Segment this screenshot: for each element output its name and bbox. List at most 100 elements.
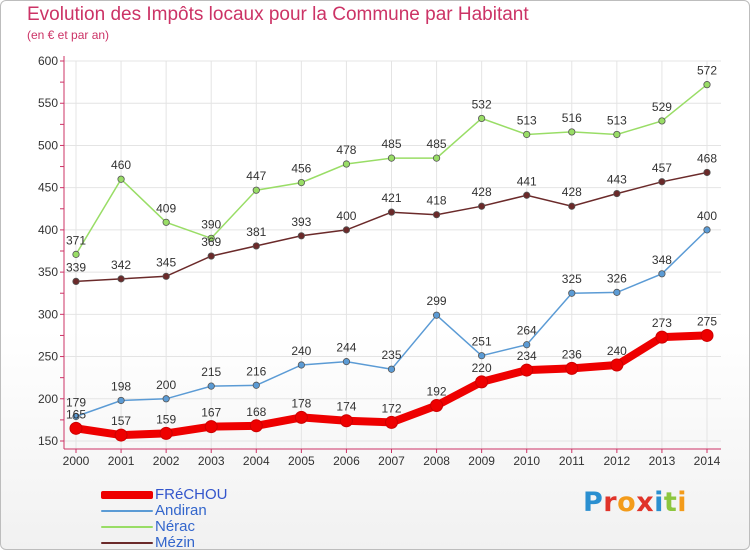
data-label-frechou: 159 — [156, 412, 176, 426]
data-label-nerac: 478 — [336, 143, 356, 157]
data-label-mezin: 468 — [697, 151, 717, 165]
data-label-mezin: 418 — [427, 194, 447, 208]
data-point-nerac — [297, 179, 305, 187]
series-mezin — [72, 168, 711, 285]
y-tick-label: 450 — [38, 181, 58, 195]
legend-label: Nérac — [155, 518, 196, 535]
x-tick-label: 2011 — [559, 454, 585, 468]
data-label-frechou: 234 — [517, 349, 537, 363]
y-tick-label: 500 — [38, 138, 58, 152]
data-label-nerac: 447 — [246, 169, 266, 183]
data-point-andiran — [252, 381, 260, 389]
data-labels: 179 198 200 215 216 240 244 235 299 251 264 325 326 3… — [66, 64, 717, 428]
x-tick-label: 2003 — [198, 454, 225, 468]
data-label-nerac: 371 — [66, 233, 86, 247]
data-point-mezin — [432, 211, 441, 219]
x-tick-label: 2002 — [153, 454, 180, 468]
data-point-mezin — [162, 272, 170, 280]
legend-swatch — [101, 491, 153, 499]
data-point-nerac — [207, 234, 215, 242]
data-point-andiran — [342, 358, 351, 366]
data-label-nerac: 456 — [291, 162, 311, 176]
data-label-mezin: 428 — [472, 185, 492, 199]
data-point-mezin — [117, 275, 125, 283]
data-point-mezin — [387, 208, 396, 216]
data-label-mezin: 339 — [66, 260, 86, 274]
data-point-nerac — [703, 81, 711, 89]
data-label-andiran: 235 — [381, 348, 401, 362]
data-label-frechou: 172 — [381, 401, 401, 415]
proxiti-logo: Proxiti — [583, 487, 688, 518]
data-label-andiran: 264 — [517, 324, 537, 338]
y-tick-label: 350 — [38, 265, 58, 279]
data-label-mezin: 345 — [156, 255, 176, 269]
data-label-nerac: 513 — [517, 113, 537, 127]
data-label-andiran: 198 — [111, 379, 131, 393]
y-tick-label: 200 — [38, 392, 58, 406]
data-point-andiran — [297, 361, 305, 369]
data-label-andiran: 326 — [607, 271, 627, 285]
data-point-andiran — [207, 382, 215, 390]
data-point-mezin — [703, 168, 711, 177]
data-label-frechou: 240 — [607, 344, 627, 358]
data-point-frechou — [69, 421, 83, 435]
data-point-frechou — [114, 428, 128, 442]
x-tick-label: 2004 — [243, 454, 270, 468]
data-label-nerac: 485 — [381, 137, 401, 151]
data-point-andiran — [162, 395, 170, 403]
data-label-andiran: 179 — [66, 396, 86, 410]
data-point-mezin — [72, 277, 80, 285]
data-label-andiran: 325 — [562, 272, 582, 286]
series-frechou — [69, 328, 714, 442]
data-point-mezin — [613, 189, 621, 198]
data-point-frechou — [430, 399, 444, 413]
data-label-andiran: 244 — [336, 341, 356, 355]
data-point-mezin — [207, 252, 215, 260]
data-label-frechou: 167 — [201, 406, 221, 420]
data-point-andiran — [568, 289, 576, 297]
data-point-frechou — [339, 414, 353, 428]
series-lines — [69, 81, 714, 442]
data-point-frechou — [565, 361, 579, 375]
data-label-nerac: 572 — [697, 64, 717, 78]
data-point-frechou — [520, 363, 534, 377]
data-label-frechou: 178 — [291, 396, 311, 410]
data-point-andiran — [117, 396, 125, 405]
data-point-frechou — [475, 375, 489, 389]
data-point-mezin — [252, 242, 260, 250]
x-tick-label: 2010 — [513, 454, 540, 468]
data-label-frechou: 220 — [472, 361, 492, 375]
data-label-andiran: 216 — [246, 364, 266, 378]
x-tick-label: 2006 — [333, 454, 360, 468]
data-label-andiran: 400 — [697, 209, 717, 223]
x-tick-label: 2005 — [288, 454, 315, 468]
data-label-nerac: 485 — [427, 137, 447, 151]
legend-swatch — [101, 510, 153, 512]
data-point-nerac — [568, 128, 576, 136]
data-label-andiran: 299 — [427, 294, 447, 308]
data-label-nerac: 516 — [562, 111, 582, 125]
data-point-mezin — [478, 202, 486, 210]
data-label-nerac: 460 — [111, 158, 131, 172]
data-point-nerac — [342, 160, 351, 168]
data-label-frechou: 168 — [246, 405, 266, 419]
data-label-mezin: 393 — [291, 215, 311, 229]
data-point-andiran — [523, 341, 531, 349]
data-point-frechou — [700, 328, 714, 342]
data-label-mezin: 443 — [607, 173, 627, 187]
data-point-andiran — [658, 270, 666, 278]
series-nerac — [72, 81, 711, 258]
data-label-mezin: 428 — [562, 185, 582, 199]
x-tick-label: 2008 — [423, 454, 450, 468]
data-label-nerac: 390 — [201, 217, 221, 231]
data-label-andiran: 251 — [472, 335, 492, 349]
data-point-nerac — [478, 114, 486, 123]
data-point-andiran — [613, 288, 621, 296]
data-label-nerac: 409 — [156, 201, 176, 215]
data-label-mezin: 381 — [246, 225, 266, 239]
series-andiran — [72, 226, 711, 421]
data-point-mezin — [523, 191, 531, 199]
data-label-mezin: 441 — [517, 174, 537, 188]
